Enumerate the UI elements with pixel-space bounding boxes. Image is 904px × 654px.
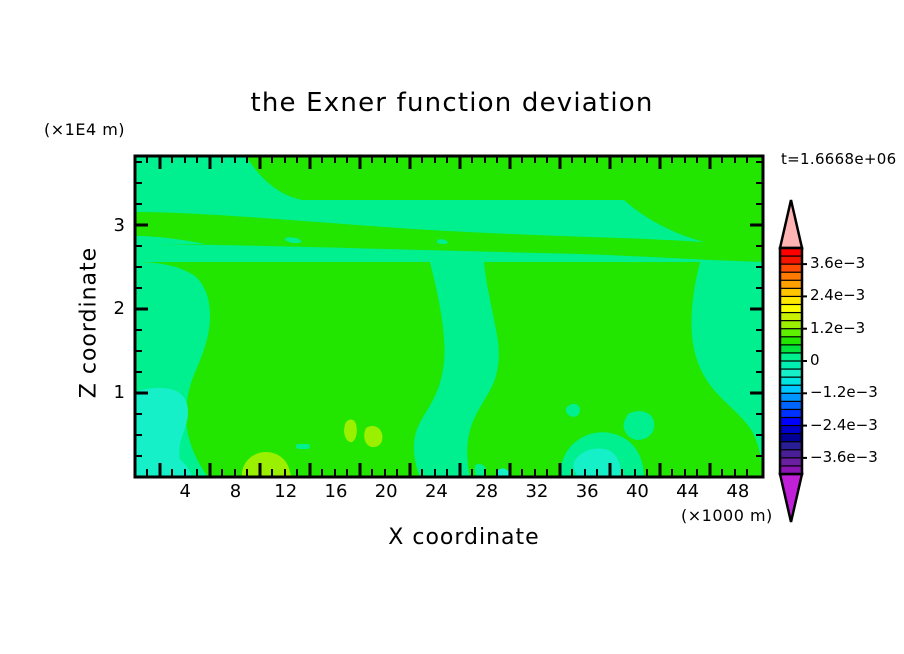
colorbar-swatch bbox=[779, 457, 803, 467]
region-yellowgreen-blob-x9 bbox=[242, 452, 291, 477]
colorbar-swatch bbox=[779, 416, 803, 427]
colorbar-swatch bbox=[779, 433, 803, 443]
region-spring-speck-x25-bottom bbox=[475, 463, 487, 477]
region-spring-specks-x24 bbox=[437, 239, 448, 245]
colorbar-swatch bbox=[779, 352, 803, 362]
x-axis-unit-label: (×1000 m) bbox=[681, 506, 773, 525]
colorbar-swatch bbox=[779, 441, 803, 451]
x-tick-label: 20 bbox=[374, 481, 398, 502]
y-axis-unit-label: (×1E4 m) bbox=[44, 120, 126, 139]
time-annotation: t=1.6668e+06 bbox=[781, 150, 897, 168]
page-title: the Exner function deviation bbox=[250, 88, 654, 118]
x-tick-label: 44 bbox=[676, 481, 700, 502]
colorbar-swatch bbox=[779, 328, 803, 338]
region-spring-right-edge bbox=[691, 262, 763, 477]
colorbar-swatch bbox=[779, 271, 803, 282]
colorbar-tick-label: 3.6e−3 bbox=[810, 254, 866, 273]
x-tick-label: 28 bbox=[475, 481, 499, 502]
colorbar-swatch bbox=[779, 384, 803, 395]
colorbar-tick-label: −2.4e−3 bbox=[810, 415, 878, 434]
y-axis-ticks bbox=[135, 161, 148, 457]
region-yellowgreen-speck-x18 bbox=[364, 426, 383, 448]
x-axis-title: X coordinate bbox=[388, 525, 540, 550]
colorbar-tick-label: −1.2e−3 bbox=[810, 383, 878, 402]
x-tick-label: 4 bbox=[179, 481, 191, 502]
x-tick-label: 48 bbox=[726, 481, 750, 502]
field-regions bbox=[135, 156, 763, 477]
x-tick-label: 36 bbox=[575, 481, 599, 502]
colorbar-ticks bbox=[802, 263, 807, 459]
colorbar-swatch bbox=[779, 449, 803, 459]
region-cyan-speck-x26 bbox=[498, 468, 510, 477]
colorbar-swatch bbox=[779, 263, 803, 274]
region-spring-pocket-x31 bbox=[623, 411, 655, 440]
colorbar-swatch bbox=[779, 376, 803, 387]
region-spring-speck-x28 bbox=[565, 403, 580, 417]
x-tick-label: 8 bbox=[229, 481, 242, 502]
colorbar-swatch bbox=[779, 295, 803, 306]
region-yellowgreen-speck-x16 bbox=[344, 419, 357, 443]
colorbar-swatch bbox=[779, 344, 803, 354]
region-spring-speck-upper-x20 bbox=[285, 237, 302, 244]
colorbar-tick-label: 2.4e−3 bbox=[810, 286, 866, 305]
x-tick-label: 40 bbox=[625, 481, 649, 502]
region-spring-dash-x22 bbox=[296, 444, 310, 449]
colorbar-swatch bbox=[779, 400, 803, 411]
x-tick-label: 12 bbox=[274, 481, 298, 502]
colorbar-swatch bbox=[779, 360, 803, 371]
region-cyan-sliver-bottom-left bbox=[135, 451, 192, 477]
colorbar-swatch bbox=[779, 311, 803, 322]
colorbar bbox=[778, 199, 807, 523]
y-tick-label: 2 bbox=[113, 298, 125, 320]
region-green-stripe-mid bbox=[135, 212, 763, 262]
colorbar-swatch bbox=[779, 255, 803, 266]
colorbar-over-arrow bbox=[778, 199, 804, 250]
colorbar-swatch bbox=[779, 287, 803, 298]
plot-frame bbox=[133, 154, 765, 479]
colorbar-under-arrow bbox=[778, 472, 804, 523]
colorbar-tick-label: −3.6e−3 bbox=[810, 447, 878, 466]
region-upper-right-green bbox=[600, 156, 763, 252]
y-tick-label: 3 bbox=[113, 214, 125, 236]
colorbar-swatch bbox=[779, 368, 803, 379]
colorbar-swatch bbox=[779, 336, 803, 346]
colorbar-swatch bbox=[779, 392, 803, 403]
x-tick-label: 16 bbox=[324, 481, 348, 502]
colorbar-tick-label: 0 bbox=[810, 351, 820, 369]
x-axis-ticks bbox=[146, 463, 748, 477]
colorbar-swatch bbox=[779, 424, 803, 435]
y-tick-label: 1 bbox=[113, 381, 125, 403]
colorbar-swatches bbox=[779, 247, 803, 475]
region-spring-intrusion-mid bbox=[413, 262, 499, 477]
y-axis-ticks-right bbox=[750, 161, 763, 457]
x-tick-label: 24 bbox=[424, 481, 448, 502]
colorbar-tick-label: 1.2e−3 bbox=[810, 318, 866, 337]
colorbar-swatch bbox=[779, 247, 803, 258]
colorbar-swatch bbox=[779, 303, 803, 314]
x-tick-label: 32 bbox=[525, 481, 549, 502]
colorbar-swatch bbox=[779, 408, 803, 419]
colorbar-swatch bbox=[779, 320, 803, 330]
x-axis-ticks-top bbox=[146, 156, 748, 169]
region-stripe-notch-left bbox=[135, 236, 205, 244]
colorbar-swatch bbox=[779, 279, 803, 290]
